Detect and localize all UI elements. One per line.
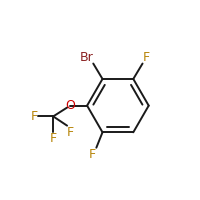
Text: F: F — [50, 132, 57, 145]
Text: F: F — [31, 110, 38, 123]
Text: F: F — [67, 126, 74, 139]
Text: Br: Br — [80, 51, 93, 64]
Text: F: F — [143, 51, 150, 64]
Text: O: O — [65, 99, 75, 112]
Text: F: F — [89, 148, 96, 161]
